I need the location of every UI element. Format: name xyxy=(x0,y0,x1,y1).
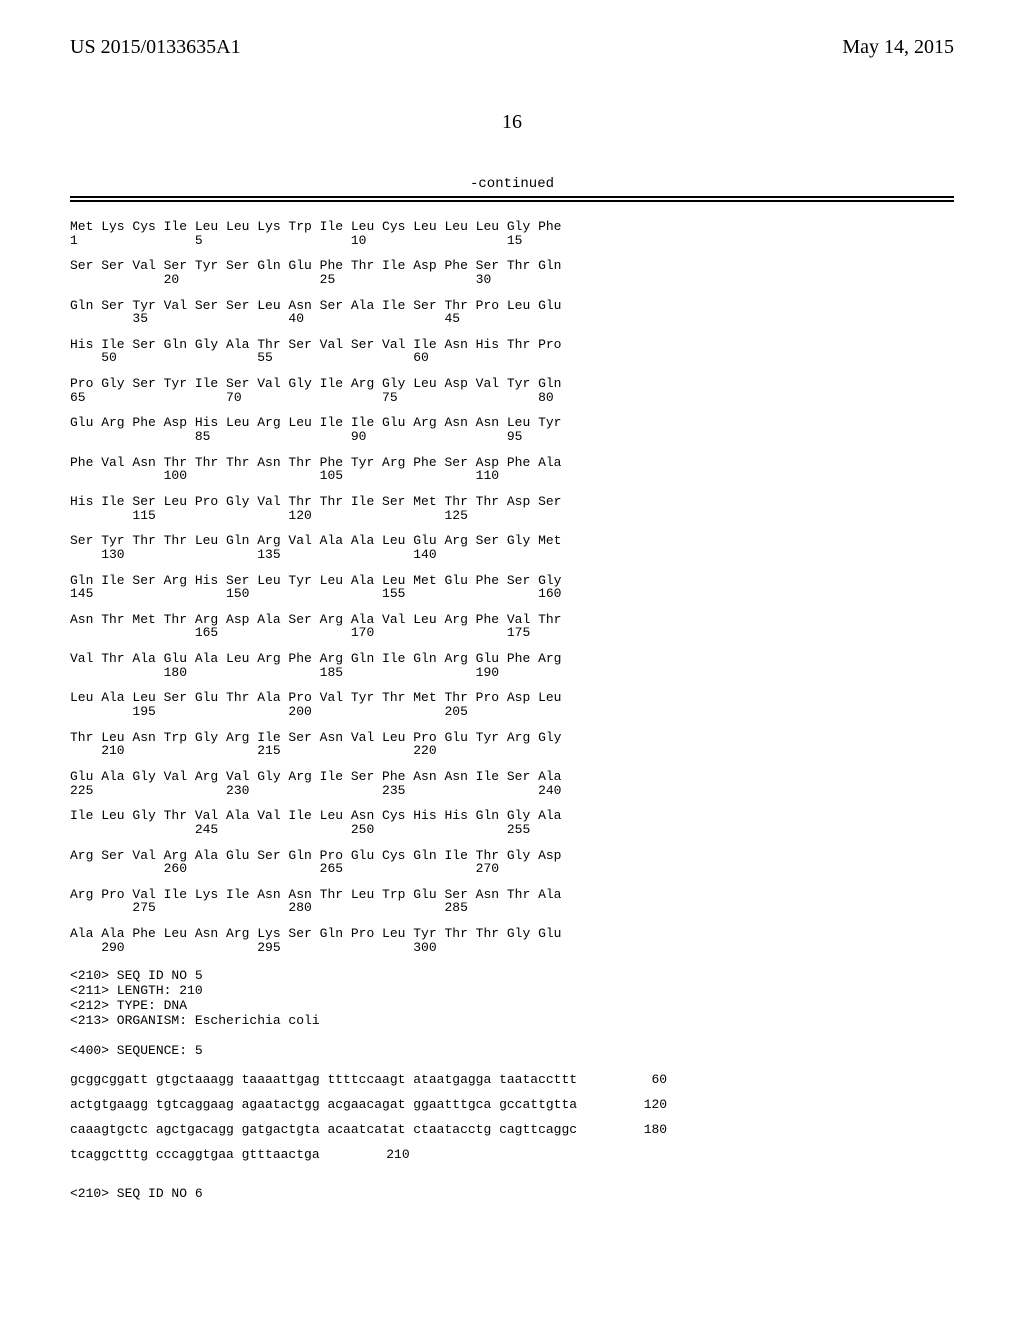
pub-number: US 2015/0133635A1 xyxy=(70,36,241,59)
position-numbers: 245 250 255 xyxy=(70,823,954,837)
aa-line: Arg Ser Val Arg Ala Glu Ser Gln Pro Glu … xyxy=(70,849,954,863)
position-numbers: 20 25 30 xyxy=(70,273,954,287)
position-numbers: 100 105 110 xyxy=(70,469,954,483)
sequence-row: Val Thr Ala Glu Ala Leu Arg Phe Arg Gln … xyxy=(70,652,954,679)
position-numbers: 180 185 190 xyxy=(70,666,954,680)
aa-line: Glu Ala Gly Val Arg Val Gly Arg Ile Ser … xyxy=(70,770,954,784)
divider-top-2 xyxy=(70,200,954,202)
nucleotide-row: gcggcggatt gtgctaaagg taaaattgag ttttcca… xyxy=(70,1072,954,1087)
page-header: US 2015/0133635A1 May 14, 2015 xyxy=(70,0,954,59)
divider-top xyxy=(70,196,954,198)
position-numbers: 35 40 45 xyxy=(70,312,954,326)
sequence-row: Glu Arg Phe Asp His Leu Arg Leu Ile Ile … xyxy=(70,416,954,443)
aa-line: Arg Pro Val Ile Lys Ile Asn Asn Thr Leu … xyxy=(70,888,954,902)
nucleotide-position: 180 xyxy=(577,1122,667,1137)
nucleotide-position: 60 xyxy=(577,1072,667,1087)
position-numbers: 115 120 125 xyxy=(70,509,954,523)
pub-date: May 14, 2015 xyxy=(842,36,954,59)
nucleotide-sequence: caaagtgctc agctgacagg gatgactgta acaatca… xyxy=(70,1122,577,1137)
aa-line: Glu Arg Phe Asp His Leu Arg Leu Ile Ile … xyxy=(70,416,954,430)
position-numbers: 85 90 95 xyxy=(70,430,954,444)
page-number: 16 xyxy=(70,111,954,134)
position-numbers: 145 150 155 160 xyxy=(70,587,954,601)
nucleotide-row: tcaggctttg cccaggtgaa gtttaactga210 xyxy=(70,1147,954,1162)
aa-line: Ser Ser Val Ser Tyr Ser Gln Glu Phe Thr … xyxy=(70,259,954,273)
nucleotide-sequence: gcggcggatt gtgctaaagg taaaattgag ttttcca… xyxy=(70,1072,577,1087)
protein-sequence-listing: Met Lys Cys Ile Leu Leu Lys Trp Ile Leu … xyxy=(70,220,954,954)
sequence-row: Asn Thr Met Thr Arg Asp Ala Ser Arg Ala … xyxy=(70,613,954,640)
nucleotide-position: 210 xyxy=(320,1147,410,1162)
tail-meta: <210> SEQ ID NO 6 xyxy=(70,1186,954,1201)
position-numbers: 50 55 60 xyxy=(70,351,954,365)
sequence-row: Glu Ala Gly Val Arg Val Gly Arg Ile Ser … xyxy=(70,770,954,797)
nucleotide-row: caaagtgctc agctgacagg gatgactgta acaatca… xyxy=(70,1122,954,1137)
position-numbers: 130 135 140 xyxy=(70,548,954,562)
sequence-meta-block: <210> SEQ ID NO 5 <211> LENGTH: 210 <212… xyxy=(70,968,954,1058)
sequence-row: His Ile Ser Leu Pro Gly Val Thr Thr Ile … xyxy=(70,495,954,522)
aa-line: Asn Thr Met Thr Arg Asp Ala Ser Arg Ala … xyxy=(70,613,954,627)
aa-line: Met Lys Cys Ile Leu Leu Lys Trp Ile Leu … xyxy=(70,220,954,234)
aa-line: Phe Val Asn Thr Thr Thr Asn Thr Phe Tyr … xyxy=(70,456,954,470)
continued-label: -continued xyxy=(70,176,954,192)
aa-line: Gln Ile Ser Arg His Ser Leu Tyr Leu Ala … xyxy=(70,574,954,588)
position-numbers: 1 5 10 15 xyxy=(70,234,954,248)
position-numbers: 165 170 175 xyxy=(70,626,954,640)
sequence-row: Arg Pro Val Ile Lys Ile Asn Asn Thr Leu … xyxy=(70,888,954,915)
position-numbers: 275 280 285 xyxy=(70,901,954,915)
position-numbers: 65 70 75 80 xyxy=(70,391,954,405)
sequence-row: Gln Ser Tyr Val Ser Ser Leu Asn Ser Ala … xyxy=(70,299,954,326)
sequence-row: Ala Ala Phe Leu Asn Arg Lys Ser Gln Pro … xyxy=(70,927,954,954)
sequence-row: Thr Leu Asn Trp Gly Arg Ile Ser Asn Val … xyxy=(70,731,954,758)
aa-line: Ser Tyr Thr Thr Leu Gln Arg Val Ala Ala … xyxy=(70,534,954,548)
sequence-row: Met Lys Cys Ile Leu Leu Lys Trp Ile Leu … xyxy=(70,220,954,247)
sequence-row: Phe Val Asn Thr Thr Thr Asn Thr Phe Tyr … xyxy=(70,456,954,483)
nucleotide-sequence-listing: gcggcggatt gtgctaaagg taaaattgag ttttcca… xyxy=(70,1072,954,1172)
aa-line: Thr Leu Asn Trp Gly Arg Ile Ser Asn Val … xyxy=(70,731,954,745)
aa-line: His Ile Ser Leu Pro Gly Val Thr Thr Ile … xyxy=(70,495,954,509)
position-numbers: 260 265 270 xyxy=(70,862,954,876)
aa-line: Leu Ala Leu Ser Glu Thr Ala Pro Val Tyr … xyxy=(70,691,954,705)
aa-line: Ala Ala Phe Leu Asn Arg Lys Ser Gln Pro … xyxy=(70,927,954,941)
sequence-row: Ile Leu Gly Thr Val Ala Val Ile Leu Asn … xyxy=(70,809,954,836)
position-numbers: 290 295 300 xyxy=(70,941,954,955)
nucleotide-sequence: actgtgaagg tgtcaggaag agaatactgg acgaaca… xyxy=(70,1097,577,1112)
sequence-row: Ser Tyr Thr Thr Leu Gln Arg Val Ala Ala … xyxy=(70,534,954,561)
aa-line: Ile Leu Gly Thr Val Ala Val Ile Leu Asn … xyxy=(70,809,954,823)
position-numbers: 210 215 220 xyxy=(70,744,954,758)
aa-line: Pro Gly Ser Tyr Ile Ser Val Gly Ile Arg … xyxy=(70,377,954,391)
sequence-row: Pro Gly Ser Tyr Ile Ser Val Gly Ile Arg … xyxy=(70,377,954,404)
position-numbers: 195 200 205 xyxy=(70,705,954,719)
nucleotide-sequence: tcaggctttg cccaggtgaa gtttaactga xyxy=(70,1147,320,1162)
aa-line: Val Thr Ala Glu Ala Leu Arg Phe Arg Gln … xyxy=(70,652,954,666)
sequence-row: Leu Ala Leu Ser Glu Thr Ala Pro Val Tyr … xyxy=(70,691,954,718)
aa-line: His Ile Ser Gln Gly Ala Thr Ser Val Ser … xyxy=(70,338,954,352)
position-numbers: 225 230 235 240 xyxy=(70,784,954,798)
sequence-row: Ser Ser Val Ser Tyr Ser Gln Glu Phe Thr … xyxy=(70,259,954,286)
aa-line: Gln Ser Tyr Val Ser Ser Leu Asn Ser Ala … xyxy=(70,299,954,313)
nucleotide-row: actgtgaagg tgtcaggaag agaatactgg acgaaca… xyxy=(70,1097,954,1112)
sequence-row: His Ile Ser Gln Gly Ala Thr Ser Val Ser … xyxy=(70,338,954,365)
sequence-row: Gln Ile Ser Arg His Ser Leu Tyr Leu Ala … xyxy=(70,574,954,601)
sequence-row: Arg Ser Val Arg Ala Glu Ser Gln Pro Glu … xyxy=(70,849,954,876)
nucleotide-position: 120 xyxy=(577,1097,667,1112)
